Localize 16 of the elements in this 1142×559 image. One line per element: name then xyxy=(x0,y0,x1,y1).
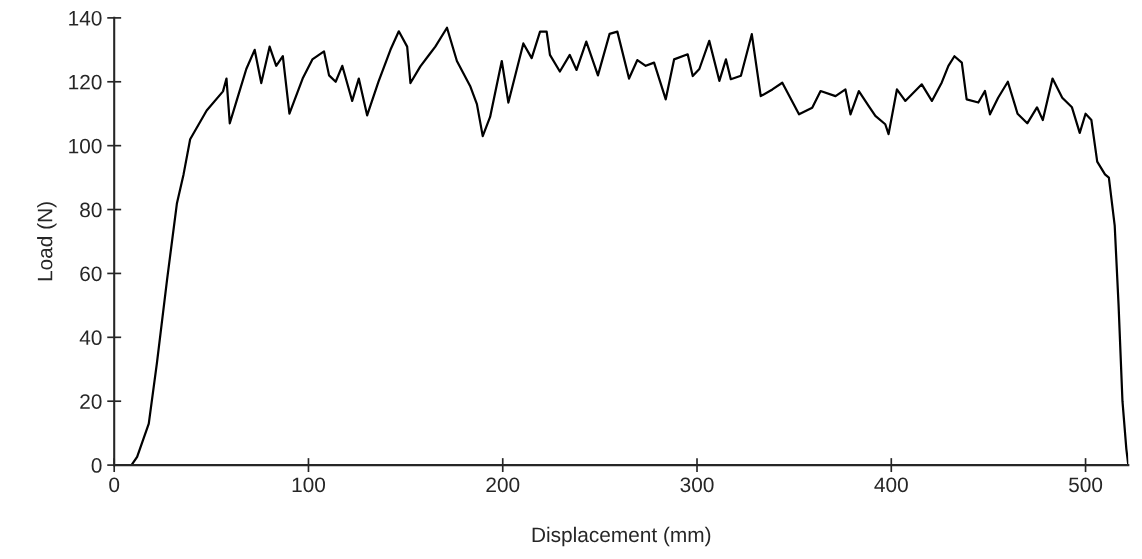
y-tick-label: 100 xyxy=(69,138,102,154)
x-tick-label: 300 xyxy=(680,477,714,493)
y-tick-label: 0 xyxy=(91,458,102,473)
y-tick-label: 140 xyxy=(69,10,102,26)
y-axis-title: Load (N) xyxy=(37,202,57,281)
x-tick-label: 200 xyxy=(486,477,520,493)
x-axis-title: Displacement (mm) xyxy=(532,526,711,547)
y-tick-label: 80 xyxy=(80,202,102,218)
x-tick-label: 400 xyxy=(874,477,908,493)
y-tick-label: 120 xyxy=(69,74,102,90)
y-tick-label: 40 xyxy=(79,330,102,346)
y-tick-label: 60 xyxy=(80,266,102,282)
x-tick-label: 500 xyxy=(1069,477,1103,493)
x-tick-label: 100 xyxy=(292,477,326,493)
y-tick-label: 20 xyxy=(80,394,102,409)
x-tick-label: 0 xyxy=(109,477,120,493)
